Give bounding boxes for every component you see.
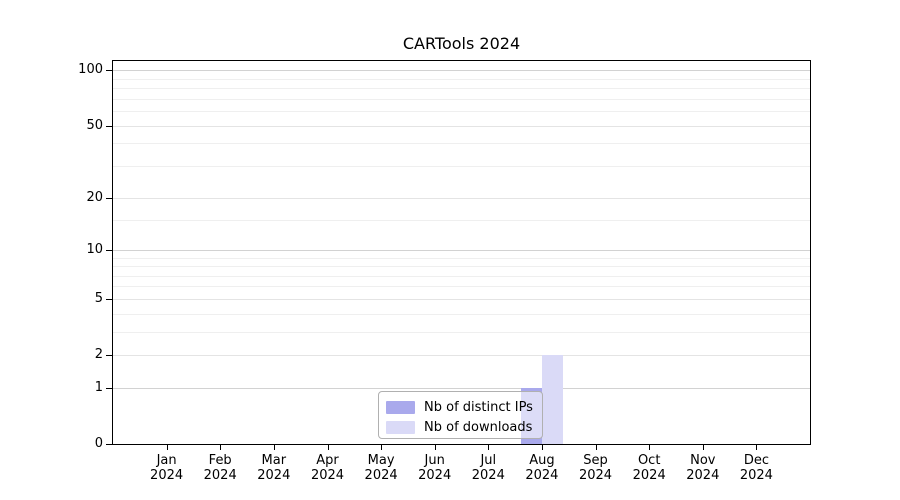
x-tick-year: 2024 [578,468,613,483]
x-tick-month: Sep [583,453,608,468]
y-tick-label: 50 [86,117,103,133]
gridline-minor [113,88,810,90]
y-tick-label: 20 [86,189,103,205]
x-tick-year: 2024 [471,468,505,483]
bar-downloads [541,355,564,444]
x-tick-mark [381,444,383,450]
x-tick-mark [541,444,543,450]
gridline-minor [113,257,810,259]
x-tick-mark [327,444,329,450]
x-tick-month: Feb [208,453,232,468]
x-tick-label: Feb 2024 [188,453,252,483]
gridline-major [113,249,810,251]
gridline-major [113,70,810,72]
x-tick-label: Apr 2024 [296,453,360,483]
x-tick-year: 2024 [739,468,773,483]
x-tick-mark [702,444,704,450]
x-tick-year: 2024 [150,468,184,483]
x-tick-year: 2024 [686,468,720,483]
legend: Nb of distinct IPs Nb of downloads [378,391,543,439]
y-tick-mark [106,197,112,199]
legend-swatch-distinct-ips [386,400,415,414]
gridline-major [113,197,810,199]
y-tick-mark [106,387,112,389]
x-tick-label: Jul 2024 [456,453,520,483]
x-tick-mark [220,444,222,450]
x-tick-month: Apr [316,453,339,468]
x-tick-year: 2024 [257,468,291,483]
gridline-minor [113,286,810,288]
y-tick-mark [106,70,112,72]
gridline-major [113,298,810,300]
x-tick-mark [756,444,758,450]
x-tick-mark [595,444,597,450]
gridline-minor [113,313,810,315]
x-tick-label: May 2024 [349,453,413,483]
x-tick-label: Mar 2024 [242,453,306,483]
gridline-minor [113,78,810,80]
plot-area [112,60,811,445]
y-tick-mark [106,355,112,356]
x-tick-month: Jul [480,453,497,468]
legend-item-downloads: Nb of downloads [386,417,542,437]
x-tick-mark [488,444,490,450]
x-tick-label: Nov 2024 [671,453,735,483]
x-tick-year: 2024 [632,468,666,483]
x-tick-month: Jan [156,453,177,468]
x-tick-month: Nov [690,453,716,468]
x-tick-month: Oct [637,453,661,468]
y-tick-mark [106,249,112,251]
x-tick-year: 2024 [525,468,559,483]
x-tick-year: 2024 [203,468,237,483]
y-tick-mark [106,298,112,300]
x-tick-mark [273,444,275,450]
legend-label-downloads: Nb of downloads [424,419,533,435]
gridline-minor [113,98,810,100]
x-tick-label: Dec 2024 [724,453,788,483]
x-tick-month: Jun [424,453,445,468]
x-tick-label: Sep 2024 [564,453,628,483]
gridline-minor [113,219,810,221]
legend-swatch-downloads [386,420,415,434]
x-tick-year: 2024 [310,468,345,483]
gridline-major [113,387,810,389]
y-tick-label: 2 [94,347,103,362]
x-tick-month: May [367,453,395,468]
gridline-major [113,125,810,127]
x-tick-label: Jun 2024 [403,453,467,483]
x-tick-label: Jan 2024 [135,453,199,483]
x-tick-month: Dec [743,453,769,468]
x-tick-label: Aug 2024 [510,453,574,483]
x-tick-month: Mar [261,453,287,468]
y-tick-label: 1 [94,379,103,395]
gridline-minor [113,266,810,268]
gridline-minor [113,331,810,333]
x-tick-year: 2024 [418,468,452,483]
x-tick-label: Oct 2024 [617,453,681,483]
gridline-major [113,355,810,356]
chart-title: CARTools 2024 [402,34,521,53]
y-tick-mark [106,444,112,445]
x-tick-year: 2024 [364,468,398,483]
x-tick-mark [166,444,168,450]
gridline-minor [113,143,810,145]
gridline-minor [113,165,810,167]
legend-label-distinct-ips: Nb of distinct IPs [424,399,533,415]
y-tick-label: 5 [94,290,103,306]
x-tick-mark [434,444,436,450]
gridline-minor [113,275,810,277]
x-tick-month: Aug [529,453,555,468]
legend-item-distinct-ips: Nb of distinct IPs [386,397,542,417]
y-tick-label: 100 [78,62,103,78]
x-tick-mark [649,444,651,450]
y-tick-mark [106,125,112,127]
gridline-minor [113,111,810,113]
y-tick-label: 0 [94,436,103,451]
y-tick-label: 10 [86,241,103,257]
